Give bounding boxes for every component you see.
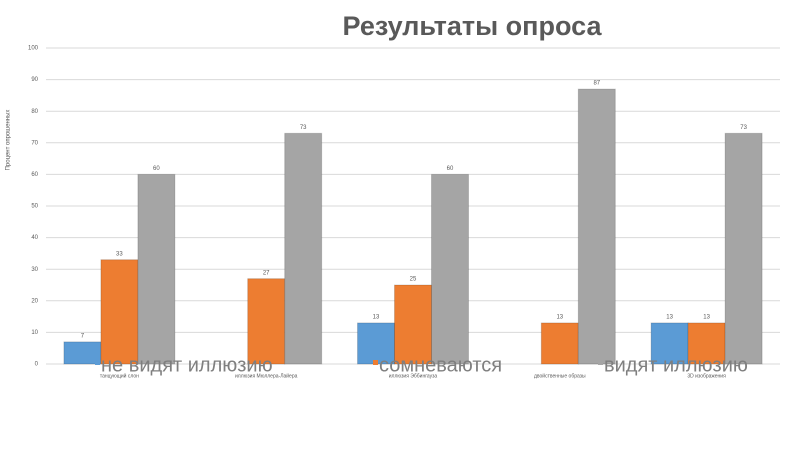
data-label: 13	[666, 314, 673, 320]
bar	[357, 322, 395, 365]
y-axis-label: Процент опрошенных	[6, 110, 12, 171]
x-tick-label: иллюзия Эббингауза	[389, 373, 438, 379]
data-label: 7	[81, 333, 85, 339]
x-tick-label: 3D изображения	[687, 373, 726, 379]
y-tick-label: 60	[31, 172, 38, 178]
data-label: 87	[593, 81, 600, 87]
bar	[100, 259, 139, 365]
y-tick-label: 80	[31, 109, 38, 115]
legend-label: не видят иллюзию	[101, 354, 273, 376]
bar	[687, 322, 726, 365]
data-label: 60	[153, 166, 160, 172]
x-tick-label: танцующий слон	[100, 372, 139, 379]
bar	[431, 173, 469, 365]
data-label: 33	[116, 251, 123, 257]
y-tick-label: 70	[31, 140, 38, 146]
legend-swatch	[598, 360, 603, 365]
y-tick-label: 90	[31, 77, 38, 83]
data-label: 73	[740, 125, 747, 131]
bar	[394, 284, 432, 365]
bar	[724, 132, 763, 365]
bar	[284, 132, 323, 365]
legend-swatch	[95, 360, 100, 365]
data-label: 13	[373, 314, 380, 320]
y-tick-label: 40	[31, 235, 38, 241]
y-tick-label: 0	[35, 362, 39, 368]
data-label: 13	[556, 314, 563, 320]
legend-label: сомневаются	[379, 354, 502, 376]
legend-swatch	[373, 360, 378, 365]
bar	[540, 322, 579, 365]
data-label: 13	[703, 314, 710, 320]
legend-label: видят иллюзию	[604, 354, 748, 376]
data-label: 27	[263, 270, 270, 276]
y-tick-label: 20	[31, 298, 38, 304]
bar	[137, 173, 176, 365]
chart-title: Результаты опроса	[343, 11, 603, 41]
data-label: 60	[447, 166, 454, 172]
bar	[247, 278, 286, 365]
y-tick-label: 10	[31, 330, 38, 336]
y-tick-label: 100	[28, 46, 39, 52]
data-label: 25	[410, 277, 417, 283]
x-tick-label: двойственные образы	[534, 372, 586, 379]
data-label: 73	[300, 125, 307, 131]
y-tick-label: 30	[31, 267, 38, 273]
x-tick-label: иллюзия Мюллера-Лайера	[235, 372, 298, 379]
bar	[577, 88, 616, 365]
y-tick-label: 50	[31, 204, 38, 210]
